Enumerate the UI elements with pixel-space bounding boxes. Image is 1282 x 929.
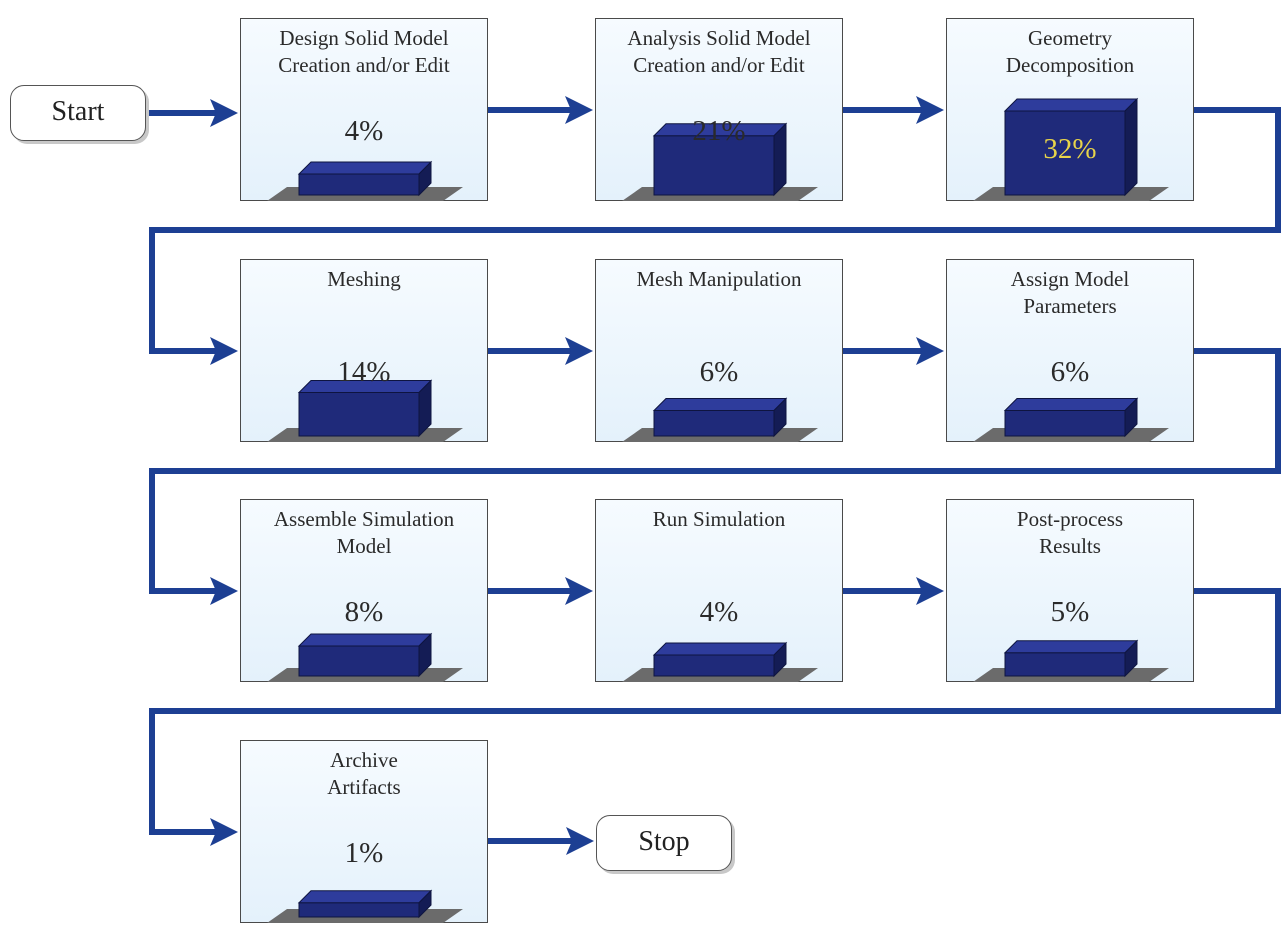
- bar-front-face: [298, 645, 420, 677]
- step-box: Design Solid Model Creation and/or Edit 4%: [240, 18, 488, 201]
- bar-front-face: [298, 173, 420, 196]
- step-percent: 8%: [344, 596, 384, 628]
- bar-top-face: [652, 398, 788, 411]
- step-percent: 4%: [699, 596, 739, 628]
- step-bar-graphic: [267, 632, 463, 682]
- step-title: Geometry Decomposition: [1005, 26, 1135, 77]
- step-title: Assign Model Parameters: [1010, 267, 1130, 318]
- bar-side-face: [1124, 97, 1138, 197]
- step-bar-graphic: [973, 97, 1169, 201]
- step-percent: 6%: [699, 356, 739, 388]
- stop-terminal: Stop: [596, 815, 732, 871]
- step-bar-graphic: [622, 122, 818, 201]
- bar-front-face: [653, 654, 775, 677]
- step-bar-graphic: [267, 379, 463, 442]
- bar-front-face: [1004, 652, 1126, 677]
- start-terminal: Start: [10, 85, 146, 141]
- step-box: Analysis Solid Model Creation and/or Edit…: [595, 18, 843, 201]
- bar-front-face: [1004, 410, 1126, 437]
- step-title: Design Solid Model Creation and/or Edit: [278, 26, 450, 77]
- step-percent: 14%: [337, 356, 391, 388]
- arrowhead: [210, 99, 238, 127]
- step-box: Mesh Manipulation 6%: [595, 259, 843, 442]
- bar-top-face: [1003, 398, 1139, 411]
- bar-side-face: [773, 397, 787, 438]
- step-percent: 1%: [344, 837, 384, 869]
- wrap-connector: [149, 348, 1281, 594]
- bar-front-face: [298, 902, 420, 918]
- step-title: Archive Artifacts: [327, 748, 401, 799]
- bar-top-face: [1003, 98, 1139, 112]
- step-bar-graphic: [267, 160, 463, 201]
- bar-top-face: [652, 642, 788, 656]
- step-box: Geometry Decomposition 32%: [946, 18, 1194, 201]
- bar-top-face: [297, 161, 433, 175]
- step-bar-graphic: [622, 641, 818, 682]
- bar-front-face: [1004, 110, 1126, 196]
- arrowhead: [916, 337, 944, 365]
- arrowhead: [210, 337, 238, 365]
- bar-front-face: [653, 410, 775, 437]
- wrap-connector: [149, 588, 1281, 835]
- bar-side-face: [1124, 639, 1138, 678]
- step-title: Meshing: [327, 267, 401, 291]
- step-box: Assign Model Parameters 6%: [946, 259, 1194, 442]
- bar-top-face: [297, 633, 433, 647]
- step-title: Assemble Simulation Model: [273, 507, 455, 558]
- wrap-connector: [149, 107, 1281, 354]
- arrowhead: [210, 577, 238, 605]
- step-title: Run Simulation: [652, 507, 786, 531]
- bar-front-face: [298, 392, 420, 437]
- arrowhead: [565, 337, 593, 365]
- bar-side-face: [773, 122, 787, 197]
- arrowhead: [565, 96, 593, 124]
- step-percent: 6%: [1050, 356, 1090, 388]
- step-box: Run Simulation 4%: [595, 499, 843, 682]
- step-bar-graphic: [973, 639, 1169, 682]
- step-box: Assemble Simulation Model 8%: [240, 499, 488, 682]
- bar-side-face: [418, 160, 432, 197]
- bar-top-face: [1003, 640, 1139, 654]
- arrowhead: [210, 818, 238, 846]
- step-percent: 4%: [344, 115, 384, 147]
- bar-side-face: [1124, 397, 1138, 438]
- step-title: Post-process Results: [1016, 507, 1124, 558]
- step-title: Mesh Manipulation: [636, 267, 802, 291]
- arrowhead: [916, 577, 944, 605]
- step-box: Meshing 14%: [240, 259, 488, 442]
- arrowhead: [565, 577, 593, 605]
- arrowhead: [916, 96, 944, 124]
- bar-side-face: [418, 379, 432, 438]
- bar-side-face: [418, 889, 432, 919]
- step-box: Post-process Results 5%: [946, 499, 1194, 682]
- step-bar-graphic: [622, 397, 818, 442]
- bar-top-face: [297, 890, 433, 904]
- step-bar-graphic: [973, 397, 1169, 442]
- step-percent: 21%: [692, 115, 746, 147]
- step-box: Archive Artifacts 1%: [240, 740, 488, 923]
- step-bar-graphic: [267, 889, 463, 923]
- start-label: Start: [51, 96, 105, 127]
- stop-label: Stop: [638, 826, 690, 857]
- arrowhead: [566, 827, 594, 855]
- step-percent: 5%: [1050, 596, 1090, 628]
- bar-side-face: [418, 632, 432, 678]
- bar-side-face: [773, 641, 787, 678]
- step-percent: 32%: [1043, 133, 1097, 165]
- step-title: Analysis Solid Model Creation and/or Edit: [627, 26, 811, 77]
